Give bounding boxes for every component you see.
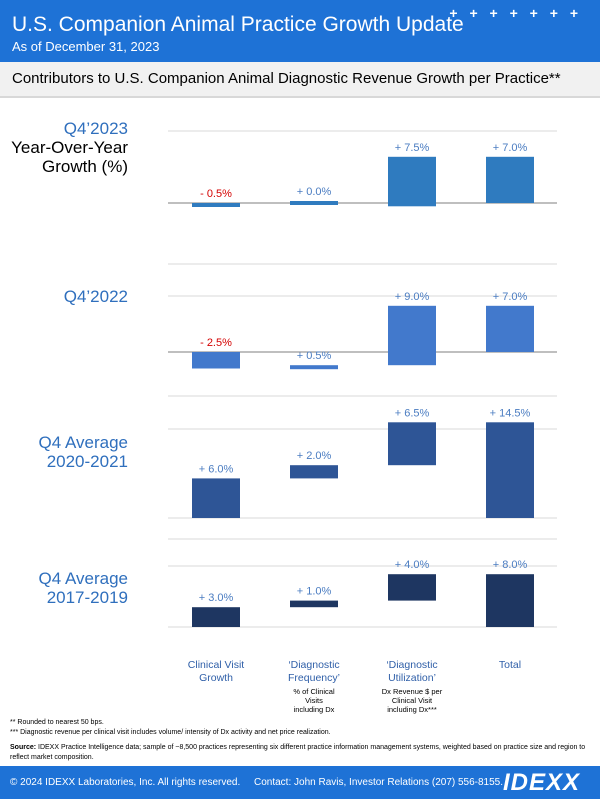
data-label: + 8.0%: [493, 559, 528, 571]
chart-title: Contributors to U.S. Companion Animal Di…: [12, 70, 561, 87]
data-label: + 2.0%: [297, 450, 332, 462]
data-label: + 9.0%: [395, 291, 430, 303]
category-note: Dx Revenue $ per: [382, 687, 443, 696]
category-label: Clinical Visit: [188, 659, 244, 671]
data-label: - 0.5%: [200, 188, 232, 200]
copyright-text: © 2024 IDEXX Laboratories, Inc. All righ…: [10, 777, 241, 788]
category-note: including Dx: [294, 705, 335, 714]
footer-bar: © 2024 IDEXX Laboratories, Inc. All righ…: [0, 766, 600, 799]
bar: [388, 574, 436, 601]
bar: [192, 607, 240, 627]
idexx-logo: IDEXX: [502, 769, 580, 796]
category-label: Growth: [199, 672, 233, 684]
data-label: + 7.0%: [493, 291, 528, 303]
bar: [290, 465, 338, 479]
bar: [388, 305, 436, 366]
category-note: % of Clinical: [293, 687, 335, 696]
footnotes: ** Rounded to nearest 50 bps. *** Diagno…: [10, 718, 590, 763]
bar: [388, 156, 436, 207]
bar: [388, 422, 436, 466]
page-subtitle: As of December 31, 2023: [12, 39, 160, 54]
section-banner: Contributors to U.S. Companion Animal Di…: [0, 62, 600, 98]
bar: [290, 201, 338, 205]
bar: [486, 305, 534, 352]
category-label: ‘Diagnostic: [288, 659, 339, 671]
data-label: + 3.0%: [199, 592, 234, 604]
bar: [290, 365, 338, 370]
category-note: including Dx***: [387, 705, 437, 714]
category-label: Utilization’: [388, 672, 436, 684]
panel-label: Q4’2022: [64, 287, 128, 306]
data-label: - 2.5%: [200, 337, 232, 349]
data-label: + 6.0%: [199, 463, 234, 475]
panel-label: Year-Over-Year: [11, 138, 128, 157]
data-label: + 6.5%: [395, 407, 430, 419]
category-label: Frequency’: [288, 672, 340, 684]
footnote-dx-revenue: *** Diagnostic revenue per clinical visi…: [10, 729, 331, 736]
source-label: Source:: [10, 744, 37, 751]
bar: [192, 478, 240, 518]
bar: [192, 203, 240, 207]
contact-text: Contact: John Ravis, Investor Relations …: [254, 777, 504, 788]
bar: [290, 600, 338, 608]
category-label: Total: [499, 659, 521, 671]
page-title: U.S. Companion Animal Practice Growth Up…: [12, 13, 464, 36]
source-text: IDEXX Practice Intelligence data; sample…: [10, 744, 586, 761]
category-note: Visits: [305, 696, 323, 705]
source-note: Source: IDEXX Practice Intelligence data…: [10, 743, 590, 763]
data-label: + 1.0%: [297, 586, 332, 598]
bar: [486, 156, 534, 203]
panel-label: Q4’2023: [64, 119, 128, 138]
category-label: ‘Diagnostic: [386, 659, 437, 671]
bar: [192, 352, 240, 369]
panel-label: Growth (%): [42, 157, 128, 176]
data-label: + 7.0%: [493, 142, 528, 154]
data-label: + 4.0%: [395, 559, 430, 571]
header-bar: U.S. Companion Animal Practice Growth Up…: [0, 0, 600, 62]
data-label: + 14.5%: [490, 407, 531, 419]
panel-label: Q4 Average: [39, 569, 128, 588]
footnote-rounding: ** Rounded to nearest 50 bps.: [10, 719, 104, 726]
data-label: + 0.5%: [297, 350, 332, 362]
category-note: Clinical Visit: [392, 696, 433, 705]
bar: [486, 422, 534, 518]
panel-label: 2017-2019: [47, 588, 128, 607]
panel-label: 2020-2021: [47, 452, 128, 471]
data-label: + 7.5%: [395, 142, 430, 154]
bar: [486, 574, 534, 627]
panel-label: Q4 Average: [39, 433, 128, 452]
decorative-plus-marks: + + + + + + +: [449, 5, 582, 21]
data-label: + 0.0%: [297, 186, 332, 198]
